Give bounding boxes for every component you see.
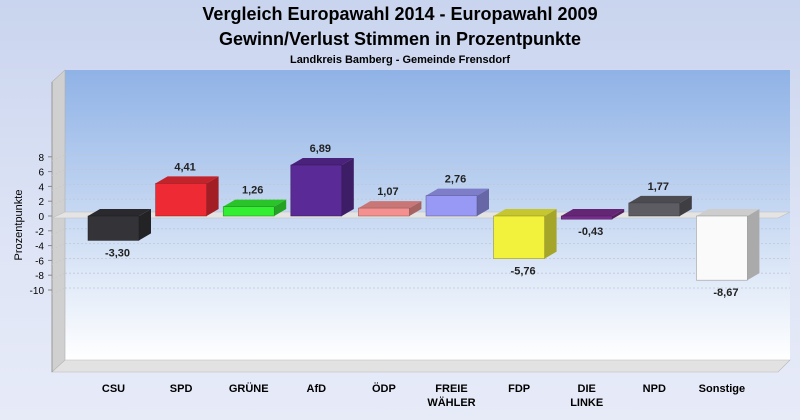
value-label: 1,26: [242, 185, 263, 197]
bar-side: [139, 209, 151, 241]
y-axis-ticks: 8 6 4 2 0 -2 -4 -6 -8 -10: [30, 153, 52, 297]
bar-top: [155, 176, 219, 184]
bar: [425, 188, 489, 217]
bar-front: [358, 207, 410, 217]
bar: [696, 209, 760, 281]
value-label: -5,76: [511, 266, 536, 278]
bar: [155, 176, 219, 217]
bar-side: [341, 158, 354, 216]
y-tick-label: 2: [38, 197, 44, 208]
bar-front: [155, 183, 207, 217]
bar: [222, 199, 287, 217]
y-tick-label: 4: [38, 182, 44, 193]
bar-top: [561, 209, 625, 216]
category-label: FREIE: [435, 383, 467, 395]
category-label: CSU: [102, 383, 125, 395]
category-label: WÄHLER: [427, 396, 475, 409]
bar-front: [628, 202, 681, 217]
bar: [560, 209, 625, 220]
bar-top: [628, 195, 692, 203]
y-tick-label: 0: [38, 212, 44, 223]
bar-top: [696, 209, 760, 216]
bar-front: [222, 206, 275, 217]
chart-subtitle: Gewinn/Verlust Stimmen in Prozentpunkte: [218, 29, 582, 49]
chart-title: Vergleich Europawahl 2014 - Europawahl 2…: [202, 4, 598, 24]
category-label: ÖDP: [372, 382, 396, 395]
bar-top: [426, 188, 489, 196]
plot-left-wall: [51, 69, 66, 373]
value-label: 6,89: [310, 143, 331, 155]
category-label: AfD: [307, 383, 327, 395]
bar-top: [88, 209, 151, 216]
bar: [628, 195, 692, 217]
category-label: SPD: [170, 383, 193, 395]
chart-note: Landkreis Bamberg - Gemeinde Frensdorf: [289, 54, 511, 66]
value-label: -0,43: [578, 226, 603, 238]
value-labels: -3,30 4,41 1,26 6,89 1,07 2,76 -5,76 -0,43 1,77 -…: [105, 143, 738, 299]
y-tick-label: -2: [35, 227, 44, 238]
value-label: 1,07: [377, 186, 398, 198]
bar-top: [493, 209, 557, 216]
bar-front: [425, 195, 478, 217]
y-axis-label: Prozentpunkte: [13, 190, 25, 261]
bar-top: [358, 201, 422, 209]
bar: [358, 201, 422, 217]
y-tick-label: -8: [35, 271, 44, 282]
value-label: -3,30: [105, 247, 130, 259]
y-tick-label: -4: [35, 242, 44, 253]
category-label: GRÜNE: [229, 382, 269, 395]
category-label: DIE: [578, 383, 596, 395]
bar-side: [409, 201, 422, 216]
value-label: 1,77: [648, 181, 669, 193]
category-label: LINKE: [570, 397, 603, 409]
bar-side: [612, 209, 625, 220]
bar-side: [477, 188, 489, 216]
bars: [87, 158, 760, 281]
bar-side: [747, 209, 760, 281]
plot-area: [51, 69, 791, 373]
bar-side: [274, 199, 287, 216]
value-label: 4,41: [174, 161, 195, 173]
bar-front: [493, 215, 545, 259]
y-tick-label: 8: [38, 153, 44, 164]
bar-front: [696, 215, 748, 281]
bar-side: [679, 195, 692, 216]
y-tick-label: -10: [30, 286, 45, 297]
category-label: FDP: [508, 383, 530, 395]
bar: [493, 209, 557, 259]
value-label: 2,76: [445, 174, 466, 186]
category-label: NPD: [643, 383, 666, 395]
value-label: -8,67: [713, 287, 738, 299]
bar-front: [560, 215, 613, 220]
bar-top: [290, 158, 354, 166]
bar-front: [87, 215, 140, 241]
bar: [290, 158, 354, 217]
y-tick-label: -6: [35, 256, 44, 267]
category-label: Sonstige: [699, 383, 745, 395]
y-tick-label: 6: [38, 168, 44, 179]
plot-floor: [51, 359, 791, 373]
bar-side: [206, 176, 219, 216]
bar-top: [223, 199, 287, 207]
bar-side: [544, 209, 557, 259]
bar-front: [290, 164, 343, 217]
bar: [87, 209, 151, 241]
